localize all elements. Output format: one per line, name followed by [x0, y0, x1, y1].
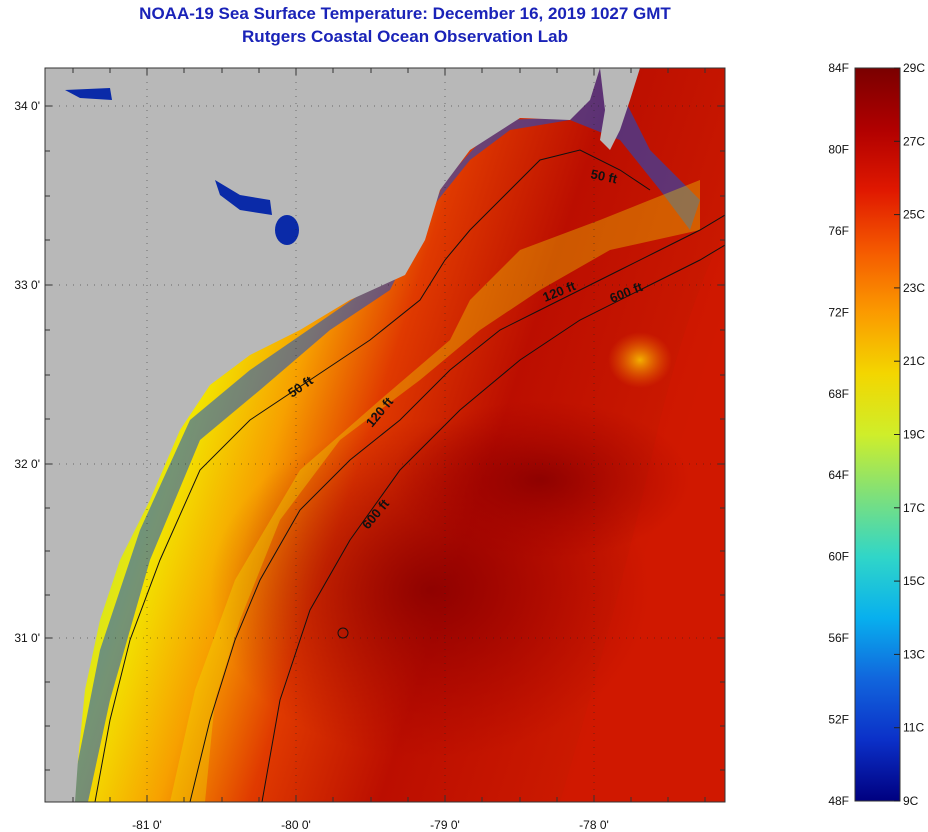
map-plot-area: [45, 68, 725, 802]
lat-label-32: 32 0': [14, 457, 40, 471]
land-mass: [45, 68, 600, 802]
colorbar-c-label: 17C: [903, 501, 925, 515]
lon-label-80: -80 0': [281, 818, 311, 832]
gulf-stream-core: [390, 400, 690, 560]
lon-label-79: -79 0': [430, 818, 460, 832]
lat-label-31: 31 0': [14, 631, 40, 645]
colorbar-c-label: 11C: [903, 721, 924, 735]
map-title: NOAA-19 Sea Surface Temperature: Decembe…: [139, 4, 671, 23]
inland-lake: [65, 88, 112, 100]
colorbar-c-label: 9C: [903, 794, 919, 808]
colorbar-f-label: 48F: [828, 794, 849, 808]
colorbar-f-label: 72F: [828, 305, 849, 319]
colorbar-f-label: 64F: [828, 468, 849, 482]
cold-coastal-band: [70, 68, 700, 802]
colorbar-c-label: 27C: [903, 134, 925, 148]
colorbar-c-label: 21C: [903, 354, 925, 368]
contour-label-50ft: 50 ft: [589, 166, 619, 186]
colorbar-f-label: 68F: [828, 387, 849, 401]
barrier-island: [600, 68, 640, 150]
colorbar-c-label: 25C: [903, 208, 925, 222]
contour-600ft: [261, 244, 725, 802]
colorbar-c-label: 29C: [903, 61, 925, 75]
lat-label-34: 34 0': [14, 99, 40, 113]
contour-120ft: [189, 214, 725, 802]
axis-ticks: [45, 68, 725, 802]
map-frame: [44, 67, 726, 803]
inland-lake: [275, 215, 299, 245]
inland-lake: [215, 180, 272, 215]
colorbar-f-label: 80F: [828, 142, 849, 156]
lat-label-33: 33 0': [14, 278, 40, 292]
contour-50ft: [94, 149, 651, 802]
colorbar-f-label: 56F: [828, 631, 849, 645]
colorbar-ticks: 84F 80F 76F 72F 68F 64F 60F 56F 52F 48F 29C 27C 25C 2…: [828, 61, 925, 808]
colorbar-f-label: 60F: [828, 550, 849, 564]
colorbar-f-label: 76F: [828, 224, 849, 238]
contour-ring: [337, 627, 349, 639]
colorbar-f-label: 52F: [828, 713, 849, 727]
colorbar-c-label: 19C: [903, 428, 925, 442]
map-subtitle: Rutgers Coastal Ocean Observation Lab: [242, 27, 568, 46]
lon-label-78: -78 0': [579, 818, 609, 832]
colorbar-f-label: 84F: [828, 61, 849, 75]
colorbar-c-label: 13C: [903, 647, 925, 661]
warm-eddy: [608, 332, 672, 388]
colorbar-c-label: 15C: [903, 574, 925, 588]
colorbar: [854, 67, 901, 802]
colorbar-c-label: 23C: [903, 281, 925, 295]
lon-label-81: -81 0': [132, 818, 162, 832]
